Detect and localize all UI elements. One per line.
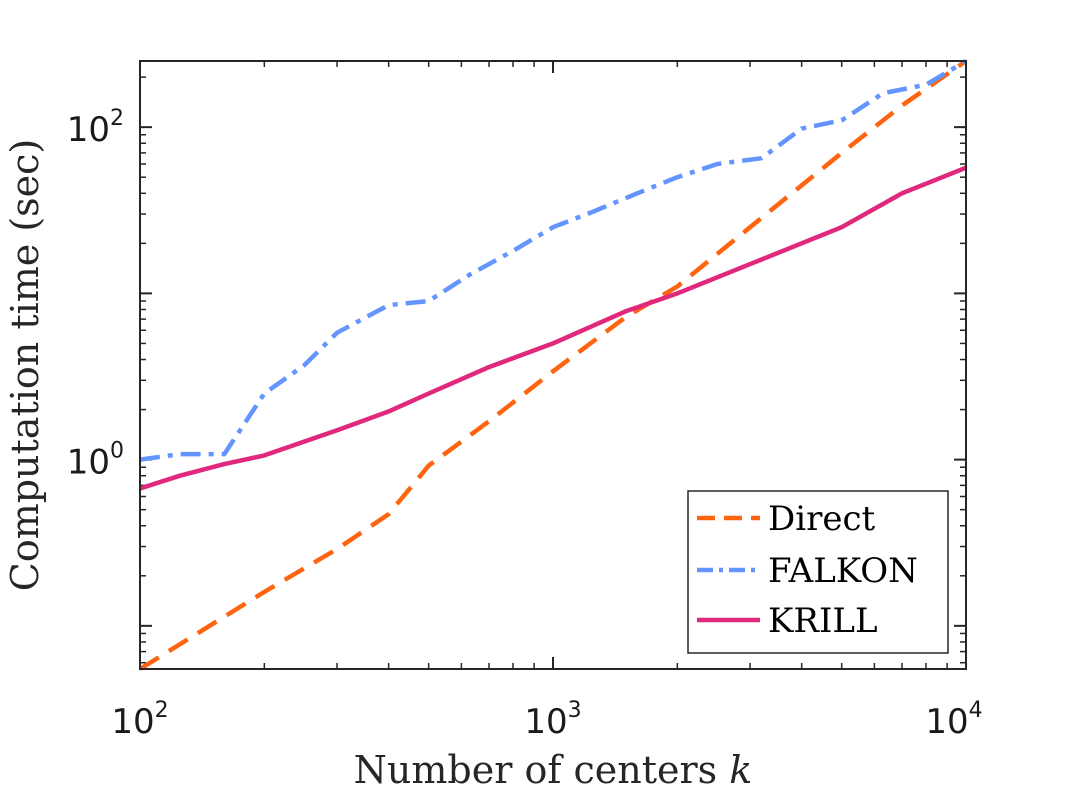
x-tick-label: 104 bbox=[925, 698, 982, 742]
series-line-falkon bbox=[139, 59, 968, 462]
legend: Direct FALKON KRILL bbox=[687, 490, 949, 654]
x-tick-label: 102 bbox=[111, 698, 168, 742]
y-tick-label: 102 bbox=[67, 106, 124, 150]
legend-label-krill: KRILL bbox=[768, 601, 878, 641]
y-tick-label: 100 bbox=[67, 439, 124, 483]
legend-label-falkon: FALKON bbox=[768, 551, 918, 591]
x-axis-label: Number of centers k bbox=[354, 748, 753, 792]
x-tick-label: 103 bbox=[524, 698, 581, 742]
plot-frame bbox=[139, 60, 967, 670]
legend-label-direct: Direct bbox=[768, 499, 876, 539]
series-line-direct bbox=[138, 59, 968, 671]
x-tick-labels: 102 103 104 bbox=[111, 698, 982, 742]
series-layer bbox=[138, 59, 968, 671]
series-line-krill bbox=[139, 165, 967, 491]
y-axis-label: Computation time (sec) bbox=[3, 139, 47, 592]
y-tick-labels: 100 102 bbox=[67, 106, 124, 482]
